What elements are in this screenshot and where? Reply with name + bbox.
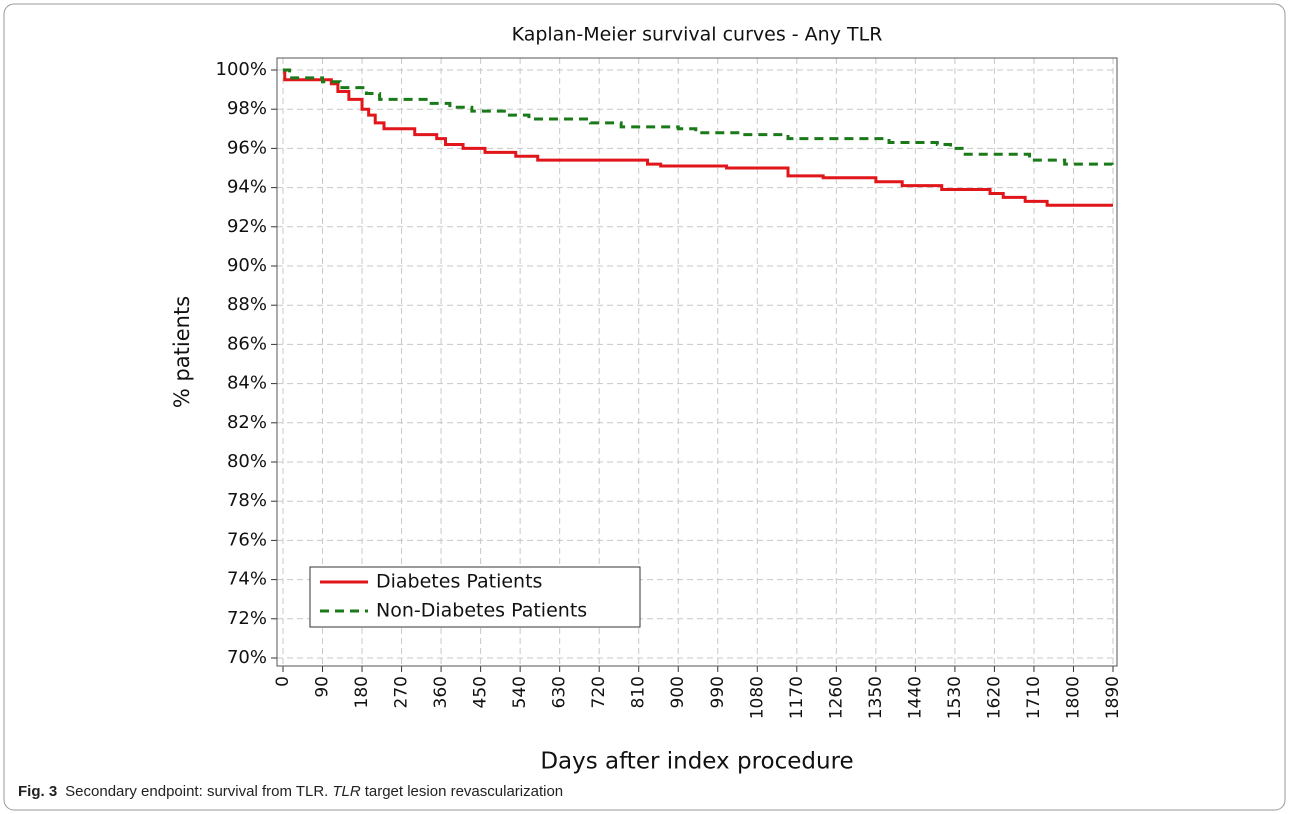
caption: Fig. 3 Secondary endpoint: survival from … [18,783,563,800]
y-tick-label: 96% [227,137,267,158]
y-tick-label: 76% [227,529,267,550]
y-tick-label: 82% [227,412,267,433]
x-tick-label: 1530 [945,676,965,719]
caption-definition: target lesion revascularization [364,783,564,800]
x-tick-label: 810 [629,676,649,708]
x-tick-label: 450 [471,676,491,708]
x-tick-label: 990 [708,676,728,708]
x-tick-label: 1890 [1103,676,1123,719]
y-tick-label: 92% [227,216,267,237]
x-axis-label: Days after index procedure [540,749,853,775]
x-tick-label: 1800 [1063,676,1083,719]
legend-label: Non-Diabetes Patients [376,600,587,622]
legend-box [309,566,641,628]
x-tick-label: 1350 [866,676,886,719]
y-tick-label: 78% [227,490,267,511]
x-tick-label: 180 [352,676,372,708]
x-tick-label: 270 [392,676,412,708]
x-tick-label: 540 [510,676,530,708]
y-tick-label: 84% [227,373,267,394]
x-tick-label: 1440 [905,676,925,719]
figure-frame [3,3,1286,811]
x-tick-label: 90 [313,676,333,698]
legend-label: Diabetes Patients [376,571,542,593]
x-tick-label: 1170 [787,676,807,719]
x-tick-label: 1260 [826,676,846,719]
caption-term: TLR [332,783,361,800]
y-tick-label: 94% [227,177,267,198]
y-tick-label: 70% [227,647,267,668]
survival-curve [283,68,1114,168]
x-tick-label: 900 [668,676,688,708]
y-axis-label: % patients [170,296,194,408]
survival-curve [283,68,1113,207]
x-tick-label: 1620 [984,676,1004,719]
x-tick-label: 1710 [1024,676,1044,719]
x-tick-label: 1080 [747,676,767,719]
y-tick-label: 72% [227,608,267,629]
plot-area [277,58,1117,666]
chart-title: Kaplan-Meier survival curves - Any TLR [512,24,883,46]
x-tick-label: 630 [550,676,570,708]
y-tick-label: 98% [227,98,267,119]
y-tick-label: 100% [216,59,267,80]
caption-text: Secondary endpoint: survival from TLR. [65,783,329,800]
x-tick-label: 0 [273,676,293,687]
x-tick-label: 720 [589,676,609,708]
y-tick-label: 86% [227,333,267,354]
y-tick-label: 74% [227,569,267,590]
x-tick-label: 360 [431,676,451,708]
caption-label: Fig. 3 [18,783,58,800]
y-tick-label: 90% [227,255,267,276]
y-tick-label: 88% [227,294,267,315]
plot-frame [276,57,1118,667]
y-tick-label: 80% [227,451,267,472]
